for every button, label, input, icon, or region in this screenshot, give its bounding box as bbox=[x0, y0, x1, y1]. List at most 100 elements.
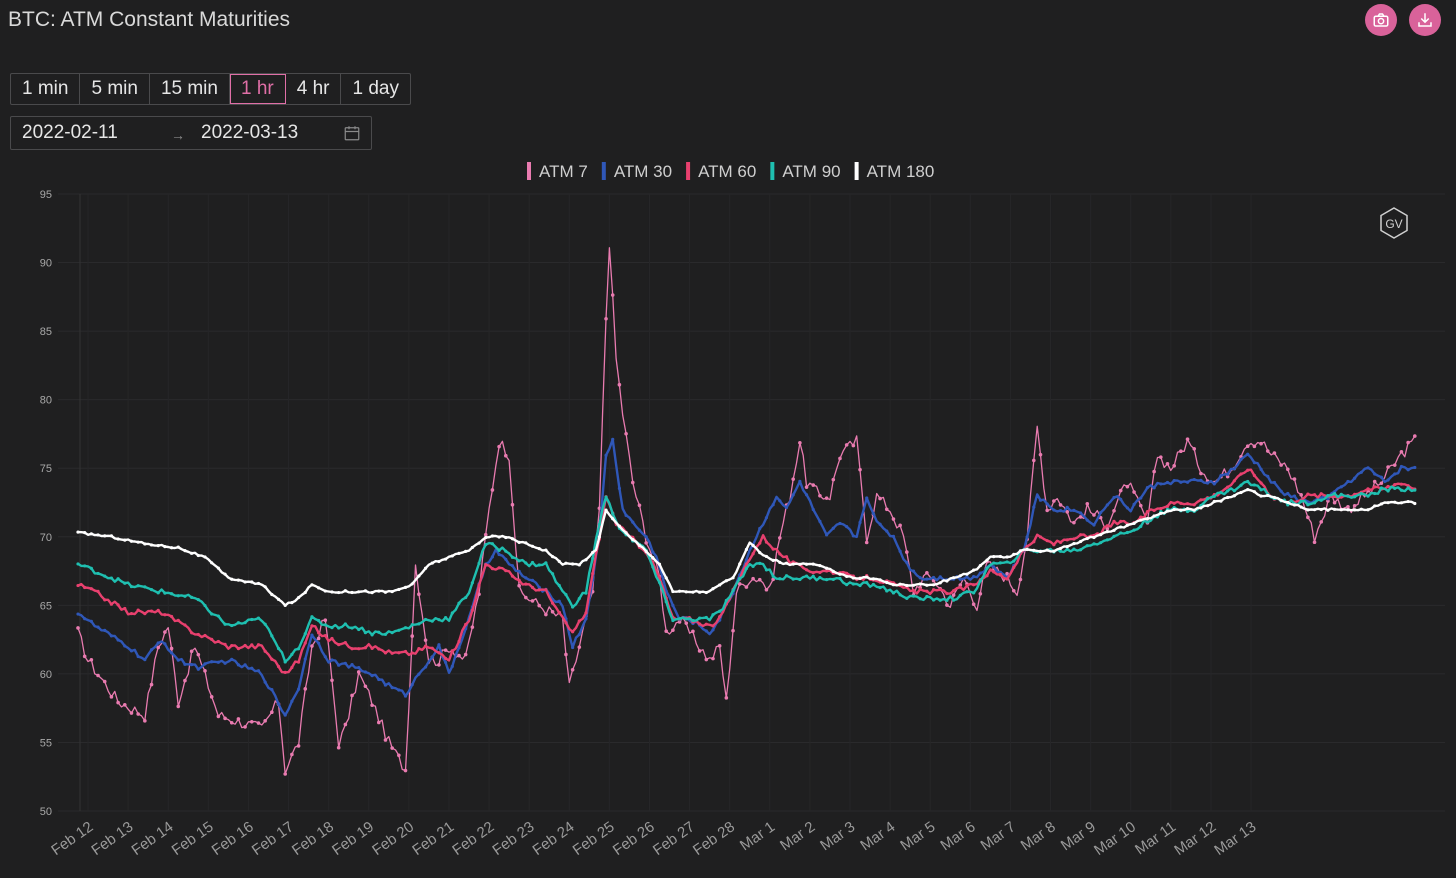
series-points-atm-30 bbox=[76, 437, 1417, 717]
data-point bbox=[136, 608, 140, 612]
data-point bbox=[858, 520, 862, 525]
data-point bbox=[878, 585, 882, 590]
data-point bbox=[1246, 468, 1250, 472]
end-date-input[interactable]: 2022-03-13 bbox=[201, 122, 299, 143]
data-point bbox=[791, 477, 795, 481]
data-point bbox=[691, 629, 695, 634]
data-point bbox=[356, 670, 361, 674]
data-point bbox=[905, 560, 909, 565]
data-point bbox=[337, 626, 341, 630]
data-point bbox=[1152, 508, 1156, 512]
chart-area[interactable]: ATM 7 ATM 30 ATM 60 ATM 90 ATM 180 50 55 60 65 7… bbox=[0, 150, 1456, 878]
data-point bbox=[169, 651, 174, 655]
data-point bbox=[236, 663, 241, 667]
data-point bbox=[824, 496, 829, 500]
interval-1min-button[interactable]: 1 min bbox=[11, 74, 81, 104]
x-tick-label: Feb 27 bbox=[650, 818, 698, 859]
data-point bbox=[337, 643, 341, 647]
legend-item[interactable]: ATM 30 bbox=[614, 162, 672, 181]
data-point bbox=[350, 663, 354, 667]
data-point bbox=[363, 646, 368, 650]
data-point bbox=[270, 592, 274, 597]
data-point bbox=[1092, 513, 1096, 517]
start-date-input[interactable]: 2022-02-11 bbox=[22, 122, 118, 143]
data-point bbox=[537, 547, 541, 551]
data-point bbox=[1373, 491, 1377, 496]
data-point bbox=[1292, 477, 1297, 481]
data-point bbox=[1286, 500, 1290, 505]
data-point bbox=[203, 669, 207, 673]
interval-4hr-button[interactable]: 4 hr bbox=[286, 74, 342, 104]
data-point bbox=[330, 590, 334, 594]
x-tick-label: Mar 6 bbox=[937, 818, 978, 854]
x-tick-label: Feb 26 bbox=[610, 818, 658, 859]
data-point bbox=[383, 738, 388, 742]
data-point bbox=[370, 646, 374, 650]
data-point bbox=[116, 638, 120, 642]
data-point bbox=[1172, 478, 1176, 483]
data-point bbox=[1145, 485, 1150, 490]
data-point bbox=[965, 583, 969, 588]
data-point bbox=[885, 589, 889, 593]
data-point bbox=[865, 496, 869, 500]
data-point bbox=[410, 623, 414, 627]
data-point bbox=[223, 716, 227, 721]
legend-item[interactable]: ATM 7 bbox=[539, 162, 588, 181]
data-point bbox=[985, 558, 989, 562]
interval-1day-button[interactable]: 1 day bbox=[352, 78, 399, 99]
data-point bbox=[764, 540, 769, 544]
data-point bbox=[791, 577, 795, 581]
data-point bbox=[550, 555, 555, 559]
interval-1hr-button[interactable]: 1 hr bbox=[229, 74, 286, 104]
data-point bbox=[490, 542, 495, 546]
series-line-atm-7[interactable] bbox=[77, 247, 1416, 775]
data-point bbox=[450, 664, 454, 668]
data-point bbox=[370, 703, 374, 708]
data-point bbox=[370, 633, 374, 637]
data-point bbox=[731, 576, 735, 580]
data-point bbox=[256, 721, 261, 725]
data-point bbox=[1052, 549, 1056, 553]
data-point bbox=[1346, 504, 1350, 509]
screenshot-button[interactable] bbox=[1365, 4, 1397, 36]
data-point bbox=[156, 544, 160, 548]
data-point bbox=[136, 584, 140, 588]
data-point bbox=[109, 576, 114, 580]
data-point bbox=[503, 453, 508, 458]
data-point bbox=[1005, 577, 1009, 581]
data-point bbox=[1132, 528, 1136, 532]
legend-item[interactable]: ATM 60 bbox=[698, 162, 756, 181]
data-point bbox=[149, 543, 154, 547]
interval-15min-button[interactable]: 15 min bbox=[150, 74, 230, 104]
data-point bbox=[1179, 508, 1183, 512]
data-point bbox=[918, 576, 922, 580]
interval-5min-button[interactable]: 5 min bbox=[80, 74, 150, 104]
legend-item[interactable]: ATM 180 bbox=[867, 162, 935, 181]
data-point bbox=[1132, 521, 1136, 525]
data-point bbox=[931, 575, 936, 580]
data-point bbox=[631, 538, 635, 542]
data-point bbox=[1032, 505, 1036, 509]
data-point bbox=[303, 687, 308, 691]
data-point bbox=[430, 619, 434, 623]
data-point bbox=[1413, 501, 1417, 506]
series-line-atm-90[interactable] bbox=[77, 480, 1416, 664]
data-point bbox=[911, 569, 916, 573]
data-point bbox=[697, 649, 702, 653]
data-point bbox=[925, 594, 929, 599]
data-point bbox=[76, 530, 80, 534]
download-button[interactable] bbox=[1409, 4, 1441, 36]
calendar-icon[interactable] bbox=[343, 124, 361, 142]
data-point bbox=[858, 467, 862, 472]
data-point bbox=[263, 680, 267, 684]
date-range-picker[interactable]: 2022-02-11 → 2022-03-13 bbox=[10, 116, 372, 150]
data-point bbox=[798, 440, 802, 445]
data-point bbox=[1105, 524, 1109, 528]
data-point bbox=[911, 594, 916, 598]
data-point bbox=[1099, 510, 1103, 515]
data-point bbox=[497, 566, 501, 570]
data-point bbox=[738, 577, 742, 581]
data-point bbox=[444, 660, 448, 665]
legend-item[interactable]: ATM 90 bbox=[782, 162, 840, 181]
data-point bbox=[1232, 489, 1236, 493]
